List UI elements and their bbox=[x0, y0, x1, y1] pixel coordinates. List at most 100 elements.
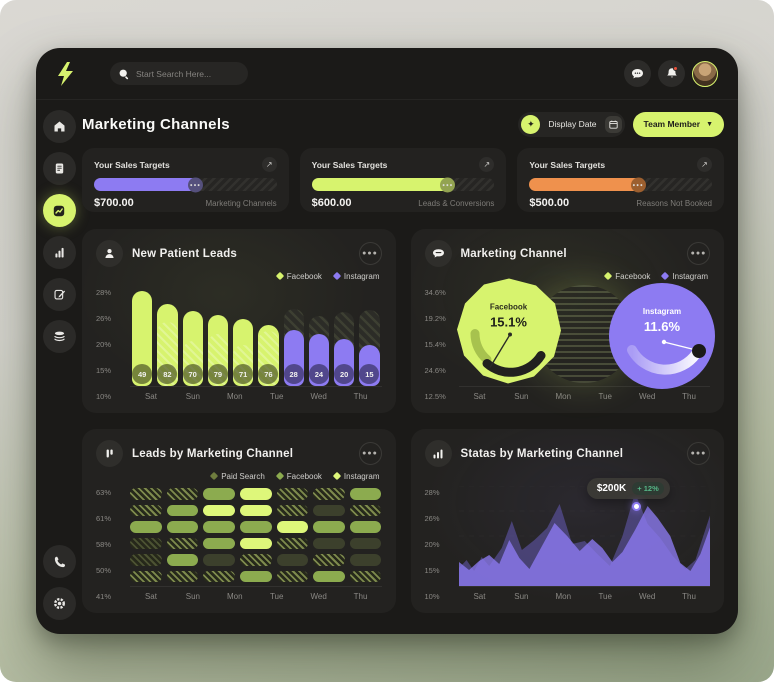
heat-cell-r3c4[interactable] bbox=[239, 521, 272, 533]
y-axis-label: 28% bbox=[96, 288, 112, 297]
instagram-gauge: Instagram 11.6% bbox=[606, 280, 718, 392]
bar-24[interactable]: 24 bbox=[308, 286, 329, 386]
progress-fill[interactable]: ●●● bbox=[94, 177, 203, 192]
x-axis: Sat Sun Mon Tue Wed Thu bbox=[130, 587, 382, 605]
heat-cell-r4c4[interactable] bbox=[239, 537, 272, 549]
heat-cell-r5c4[interactable] bbox=[239, 554, 272, 566]
heat-cell-r1c3[interactable] bbox=[203, 488, 235, 500]
progress-knob[interactable]: ●●● bbox=[187, 177, 203, 192]
progress-track: ●●● bbox=[529, 177, 713, 192]
heat-cell-r4c2[interactable] bbox=[166, 537, 199, 549]
bar-49[interactable]: 49 bbox=[132, 286, 153, 386]
leads-by-channel-card: Leads by Marketing Channel ●●● Paid Sear… bbox=[82, 429, 396, 613]
star-icon: ✦ bbox=[521, 114, 541, 134]
heat-cell-r1c5[interactable] bbox=[276, 488, 309, 500]
app-logo-lightning-icon bbox=[58, 61, 73, 86]
search-input[interactable]: Start Search Here... bbox=[110, 62, 248, 85]
display-date-button[interactable]: ✦ Display Date bbox=[518, 111, 625, 137]
avatar[interactable] bbox=[692, 60, 718, 87]
sidebar-item-home[interactable] bbox=[42, 110, 76, 143]
progress-fill[interactable]: ●●● bbox=[311, 177, 456, 192]
heat-cell-r6c4[interactable] bbox=[239, 570, 272, 582]
sidebar-item-settings[interactable] bbox=[42, 587, 76, 620]
heat-cell-r5c6[interactable] bbox=[313, 554, 345, 566]
heat-cell-r2c2[interactable] bbox=[166, 504, 199, 516]
card-menu-button[interactable]: ●●● bbox=[358, 242, 382, 265]
card-menu-button[interactable]: ●●● bbox=[687, 242, 710, 265]
sidebar-item-layers[interactable] bbox=[42, 320, 76, 353]
card-menu-button[interactable]: ●●● bbox=[358, 442, 382, 465]
bar-20[interactable]: 20 bbox=[334, 286, 355, 386]
heat-cell-r6c2[interactable] bbox=[166, 570, 199, 582]
heat-cell-r2c5[interactable] bbox=[276, 504, 309, 516]
chat-button[interactable] bbox=[624, 60, 651, 87]
bar-82[interactable]: 82 bbox=[157, 286, 178, 386]
bar-15[interactable]: 15 bbox=[359, 286, 380, 386]
heat-cell-r1c6[interactable] bbox=[313, 488, 345, 500]
heat-cell-r6c3[interactable] bbox=[203, 570, 235, 582]
heat-cell-r2c4[interactable] bbox=[239, 504, 272, 516]
heat-cell-r1c4[interactable] bbox=[239, 488, 272, 500]
heat-cell-r5c1[interactable] bbox=[130, 554, 162, 566]
heat-cell-r3c1[interactable] bbox=[130, 521, 162, 533]
heat-cell-r1c1[interactable] bbox=[130, 488, 162, 500]
heat-cell-r1c2[interactable] bbox=[166, 488, 199, 500]
heat-cell-r4c7[interactable] bbox=[349, 537, 382, 549]
bar-value-badge: 20 bbox=[334, 364, 355, 384]
sidebar-item-analytics[interactable] bbox=[42, 194, 76, 227]
bar-71[interactable]: 71 bbox=[233, 286, 254, 386]
expand-arrow-icon[interactable]: ↗ bbox=[697, 157, 713, 172]
y-axis: 28% 26% 20% 15% 10% bbox=[425, 486, 453, 605]
bar-76[interactable]: 76 bbox=[258, 286, 279, 386]
heat-cell-r2c7[interactable] bbox=[349, 504, 382, 516]
x-axis-label: Sat bbox=[473, 391, 486, 401]
heat-cell-r4c1[interactable] bbox=[130, 537, 162, 549]
heat-cell-r3c5[interactable] bbox=[276, 521, 309, 533]
expand-arrow-icon[interactable]: ↗ bbox=[479, 157, 495, 172]
heat-cell-r5c7[interactable] bbox=[349, 554, 382, 566]
heat-cell-r6c1[interactable] bbox=[130, 570, 162, 582]
sidebar-item-reports[interactable] bbox=[42, 152, 76, 185]
heat-cell-r5c3[interactable] bbox=[203, 554, 235, 566]
legend: Facebook Instagram bbox=[425, 270, 708, 282]
heat-cell-r4c6[interactable] bbox=[313, 537, 345, 549]
progress-fill[interactable]: ●●● bbox=[529, 177, 646, 192]
heat-cell-r6c5[interactable] bbox=[276, 570, 309, 582]
sidebar-item-tasks[interactable] bbox=[42, 278, 76, 311]
area-chart-plot: $200K + 12% bbox=[458, 478, 710, 587]
heat-cell-r5c5[interactable] bbox=[276, 554, 309, 566]
heat-cell-r3c3[interactable] bbox=[203, 521, 235, 533]
heat-cell-r2c1[interactable] bbox=[130, 504, 162, 516]
heat-cell-r6c6[interactable] bbox=[313, 570, 345, 582]
bar-79[interactable]: 79 bbox=[207, 286, 228, 386]
heat-cell-r5c2[interactable] bbox=[166, 554, 199, 566]
target-amount: $600.00 bbox=[311, 197, 352, 209]
progress-knob[interactable]: ●●● bbox=[440, 177, 456, 192]
sidebar-item-bar-chart[interactable] bbox=[42, 236, 76, 269]
heat-cell-r4c5[interactable] bbox=[276, 537, 309, 549]
target-title: Your Sales Targets bbox=[529, 159, 606, 170]
gauge-label: Instagram bbox=[642, 307, 682, 316]
heat-cell-r2c6[interactable] bbox=[313, 504, 345, 516]
calendar-icon[interactable] bbox=[604, 115, 622, 133]
team-member-dropdown[interactable]: Team Member ▼ bbox=[632, 111, 724, 137]
sidebar-item-phone[interactable] bbox=[42, 545, 76, 578]
heat-cell-r6c7[interactable] bbox=[349, 570, 382, 582]
expand-arrow-icon[interactable]: ↗ bbox=[261, 157, 277, 172]
card-menu-button[interactable]: ●●● bbox=[687, 442, 710, 465]
heat-cell-r4c3[interactable] bbox=[203, 537, 235, 549]
heat-cell-r1c7[interactable] bbox=[349, 488, 382, 500]
bar-value-badge: 71 bbox=[233, 364, 254, 384]
heat-cell-r2c3[interactable] bbox=[203, 504, 235, 516]
x-axis-label: Thu bbox=[682, 591, 696, 601]
heat-cell-r3c7[interactable] bbox=[349, 521, 382, 533]
y-axis-label: 15% bbox=[424, 566, 440, 575]
notifications-button[interactable] bbox=[658, 60, 685, 87]
bar-70[interactable]: 70 bbox=[182, 286, 203, 386]
app-window: Start Search Here... bbox=[36, 48, 738, 634]
progress-knob[interactable]: ●●● bbox=[630, 177, 646, 192]
heat-cell-r3c6[interactable] bbox=[313, 521, 345, 533]
bar-28[interactable]: 28 bbox=[283, 286, 304, 386]
heat-cell-r3c2[interactable] bbox=[166, 521, 199, 533]
data-point-marker[interactable] bbox=[632, 502, 642, 511]
